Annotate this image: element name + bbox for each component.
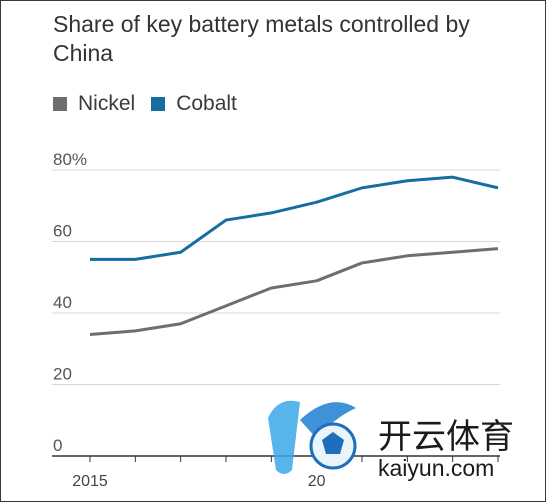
y-tick-label: 60 [53, 222, 72, 241]
y-axis-labels: 80% 60 40 20 0 [53, 150, 87, 455]
watermark: 开云体育 kaiyun.com [268, 400, 514, 481]
gridlines [52, 169, 500, 385]
y-tick-label: 40 [53, 293, 72, 312]
y-tick-label: 0 [53, 436, 62, 455]
series-lines [89, 175, 499, 336]
chart-legend: Nickel Cobalt [53, 90, 253, 118]
legend-swatch-nickel [53, 97, 67, 111]
legend-label-nickel: Nickel [78, 92, 136, 115]
series-line-nickel [89, 247, 499, 336]
watermark-brand: 开云体育 [378, 418, 514, 456]
watermark-logo-icon [268, 400, 357, 474]
legend-item-nickel: Nickel [53, 92, 135, 116]
x-tick-label: 2015 [72, 473, 108, 490]
x-tick-label: 20 [308, 473, 326, 490]
legend-item-cobalt: Cobalt [151, 92, 237, 116]
series-line-cobalt [90, 175, 499, 261]
watermark-url: kaiyun.com [378, 455, 494, 481]
legend-label-cobalt: Cobalt [176, 92, 237, 115]
legend-swatch-cobalt [151, 97, 166, 111]
chart-title: Share of key battery metals controlled b… [53, 11, 470, 66]
y-tick-label: 80% [53, 150, 87, 169]
y-tick-label: 20 [53, 365, 72, 384]
